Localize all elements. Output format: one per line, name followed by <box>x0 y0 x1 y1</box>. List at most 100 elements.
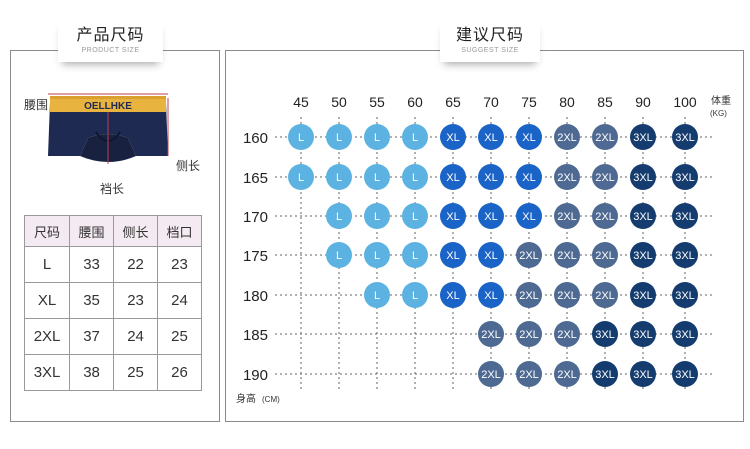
size-cell: 3XL <box>23 354 71 391</box>
grid-dot <box>710 215 712 217</box>
grid-dot <box>505 215 507 217</box>
size-bubble-circle <box>672 321 698 347</box>
grid-dot <box>528 162 530 164</box>
grid-dot <box>705 136 707 138</box>
grid-dot <box>355 333 357 335</box>
grid-dot <box>285 294 287 296</box>
size-table-header: 尺码 <box>23 215 71 247</box>
grid-dot <box>338 337 340 339</box>
grid-dot <box>684 317 686 319</box>
grid-dot <box>528 117 530 119</box>
grid-dot <box>642 347 644 349</box>
size-bubble: XL <box>478 124 504 150</box>
grid-dot <box>642 192 644 194</box>
grid-dot <box>285 215 287 217</box>
grid-dot <box>590 373 592 375</box>
grid-dot <box>452 372 454 374</box>
grid-dot <box>390 176 392 178</box>
size-bubble: 3XL <box>672 242 698 268</box>
grid-dot <box>390 136 392 138</box>
grid-dot <box>295 215 297 217</box>
grid-dot <box>705 254 707 256</box>
grid-dot <box>700 373 702 375</box>
grid-dot <box>376 362 378 364</box>
size-bubble-label: 2XL <box>519 250 539 262</box>
grid-dot <box>330 373 332 375</box>
grid-dot <box>300 367 302 369</box>
grid-dot <box>505 333 507 335</box>
size-bubble: L <box>364 203 390 229</box>
grid-dot <box>395 176 397 178</box>
size-bubble-circle <box>364 124 390 150</box>
size-bubble-circle <box>630 361 656 387</box>
grid-dot <box>290 254 292 256</box>
grid-dot <box>338 342 340 344</box>
grid-dot <box>490 232 492 234</box>
grid-dot <box>470 215 472 217</box>
grid-dot <box>604 357 606 359</box>
size-bubble: XL <box>440 203 466 229</box>
grid-dot <box>340 333 342 335</box>
grid-dot <box>465 333 467 335</box>
grid-dot <box>670 294 672 296</box>
grid-dot <box>390 215 392 217</box>
grid-dot <box>452 237 454 239</box>
size-bubble-label: 3XL <box>633 329 653 341</box>
size-bubble: 3XL <box>630 242 656 268</box>
grid-dot <box>300 347 302 349</box>
size-bubble-label: L <box>298 172 304 184</box>
grid-dot <box>566 232 568 234</box>
grid-dot <box>700 294 702 296</box>
size-bubble: L <box>364 282 390 308</box>
waistband-brand-text: OELLHKE <box>84 101 132 112</box>
size-bubble-label: XL <box>446 172 459 184</box>
grid-dot <box>414 387 416 389</box>
grid-dot <box>338 197 340 199</box>
grid-dot <box>665 294 667 296</box>
suggest-size-subtitle: SUGGEST SIZE <box>461 47 519 54</box>
grid-dot <box>376 327 378 329</box>
grid-dot <box>414 157 416 159</box>
size-bubble: XL <box>516 203 542 229</box>
grid-dot <box>665 176 667 178</box>
size-bubble-circle <box>672 361 698 387</box>
grid-dot <box>490 152 492 154</box>
size-bubble-circle <box>672 164 698 190</box>
size-bubble-circle <box>630 164 656 190</box>
grid-dot <box>490 357 492 359</box>
grid-dot <box>390 254 392 256</box>
grid-dot <box>300 237 302 239</box>
size-bubble-circle <box>554 361 580 387</box>
grid-dot <box>310 333 312 335</box>
suggest-size-title: 建议尺码 <box>455 27 524 44</box>
size-table: 尺码 腰围 侧长 档口 L 33 22 23 XL 35 23 24 2XL 3… <box>23 215 202 391</box>
size-bubble-circle <box>478 124 504 150</box>
grid-dot <box>642 317 644 319</box>
grid-dot <box>400 136 402 138</box>
grid-dot <box>420 333 422 335</box>
grid-dot <box>620 373 622 375</box>
grid-dot <box>490 192 492 194</box>
grid-dot <box>275 215 277 217</box>
grid-dot <box>414 377 416 379</box>
grid-dot <box>510 294 512 296</box>
grid-dot <box>684 162 686 164</box>
grid-dot <box>414 117 416 119</box>
size-bubble: XL <box>478 203 504 229</box>
grid-dot <box>528 312 530 314</box>
size-bubble: 2XL <box>554 203 580 229</box>
grid-dot <box>280 176 282 178</box>
grid-dot <box>300 242 302 244</box>
grid-dot <box>566 312 568 314</box>
size-bubble-circle <box>592 361 618 387</box>
grid-dot <box>338 387 340 389</box>
grid-dot <box>475 176 477 178</box>
grid-dot <box>338 382 340 384</box>
grid-dot <box>620 294 622 296</box>
grid-dot <box>395 294 397 296</box>
grid-dot <box>452 197 454 199</box>
height-axis-unit: (CM) <box>262 395 280 404</box>
grid-dot <box>528 157 530 159</box>
size-bubble-circle <box>478 242 504 268</box>
grid-dot <box>300 372 302 374</box>
